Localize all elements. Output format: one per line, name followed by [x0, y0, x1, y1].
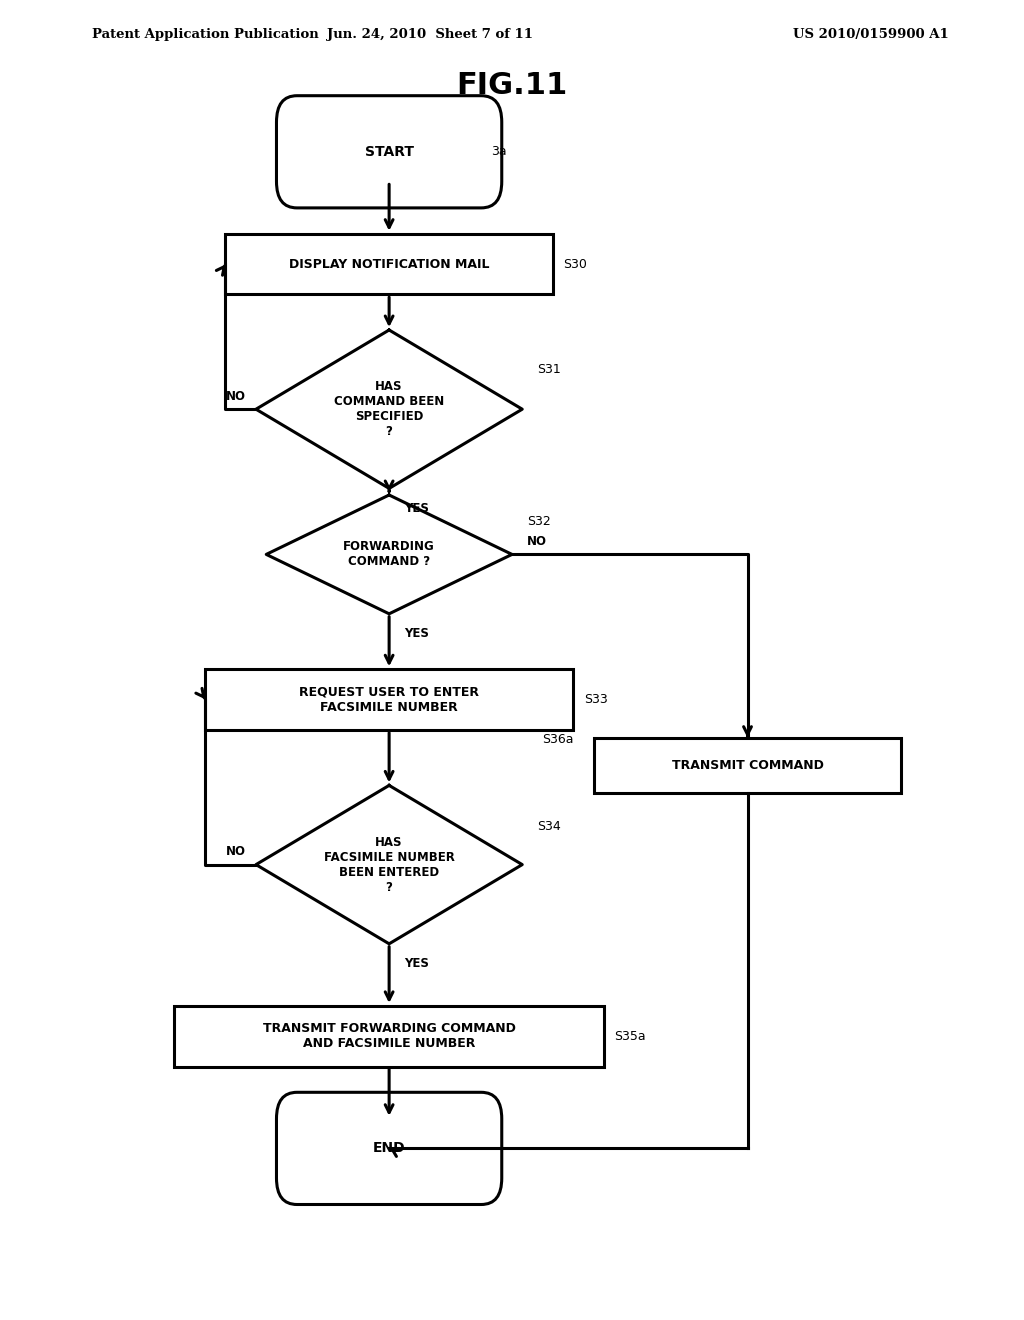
Text: DISPLAY NOTIFICATION MAIL: DISPLAY NOTIFICATION MAIL: [289, 257, 489, 271]
Text: NO: NO: [527, 535, 548, 548]
Text: S31: S31: [538, 363, 561, 376]
Text: 3a: 3a: [492, 145, 507, 158]
FancyBboxPatch shape: [174, 1006, 604, 1067]
Text: NO: NO: [225, 845, 246, 858]
Text: US 2010/0159900 A1: US 2010/0159900 A1: [793, 28, 948, 41]
Text: YES: YES: [404, 627, 429, 640]
FancyBboxPatch shape: [205, 669, 573, 730]
Text: Jun. 24, 2010  Sheet 7 of 11: Jun. 24, 2010 Sheet 7 of 11: [327, 28, 534, 41]
Text: HAS
FACSIMILE NUMBER
BEEN ENTERED
?: HAS FACSIMILE NUMBER BEEN ENTERED ?: [324, 836, 455, 894]
FancyBboxPatch shape: [225, 234, 553, 294]
Text: S30: S30: [563, 257, 587, 271]
Text: NO: NO: [225, 389, 246, 403]
Text: S33: S33: [584, 693, 607, 706]
Polygon shape: [266, 495, 512, 614]
Text: TRANSMIT FORWARDING COMMAND
AND FACSIMILE NUMBER: TRANSMIT FORWARDING COMMAND AND FACSIMIL…: [263, 1022, 515, 1051]
Text: TRANSMIT COMMAND: TRANSMIT COMMAND: [672, 759, 823, 772]
Text: START: START: [365, 145, 414, 158]
Text: S32: S32: [527, 515, 551, 528]
Text: FIG.11: FIG.11: [457, 71, 567, 100]
Polygon shape: [256, 330, 522, 488]
Text: HAS
COMMAND BEEN
SPECIFIED
?: HAS COMMAND BEEN SPECIFIED ?: [334, 380, 444, 438]
Polygon shape: [256, 785, 522, 944]
FancyBboxPatch shape: [276, 96, 502, 207]
Text: S34: S34: [538, 820, 561, 833]
Text: REQUEST USER TO ENTER
FACSIMILE NUMBER: REQUEST USER TO ENTER FACSIMILE NUMBER: [299, 685, 479, 714]
Text: Patent Application Publication: Patent Application Publication: [92, 28, 318, 41]
Text: END: END: [373, 1142, 406, 1155]
Text: YES: YES: [404, 957, 429, 970]
Text: S36a: S36a: [542, 733, 573, 746]
FancyBboxPatch shape: [276, 1093, 502, 1204]
Text: S35a: S35a: [614, 1030, 646, 1043]
Text: FORWARDING
COMMAND ?: FORWARDING COMMAND ?: [343, 540, 435, 569]
FancyBboxPatch shape: [594, 738, 901, 793]
Text: YES: YES: [404, 502, 429, 515]
